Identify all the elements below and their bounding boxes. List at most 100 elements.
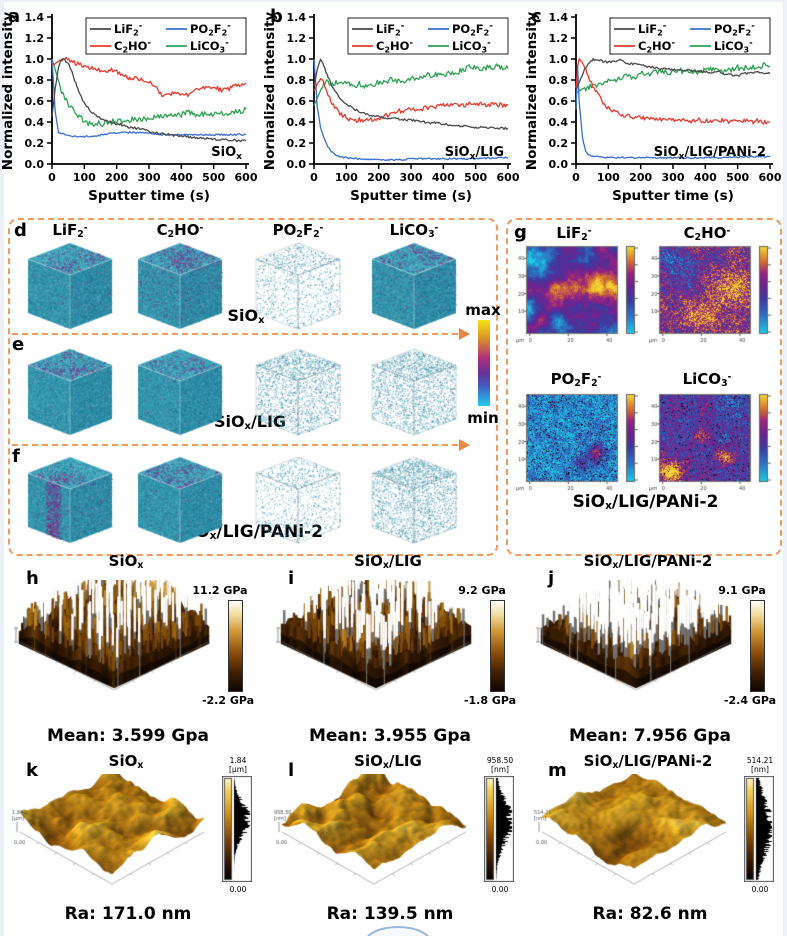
- depth-profile-chart-siox-lig-pani: 0 100 200 300 400 500 600 0.0 0.2 0.4 0.6 0.8 1.0 1.2…: [524, 4, 782, 210]
- svg-text:0: 0: [48, 171, 56, 184]
- panel-letter-d: d: [14, 220, 27, 241]
- afm-topo-cell-k: SiOx k 1.84 [µm] 0.00 Ra: 171.0 nm: [10, 748, 264, 936]
- chart-series: [575, 57, 771, 91]
- afm-modulus-cell-j: SiOx/LIG/PANi-2 j 9.1 GPa -2.4 GPa Mean:…: [532, 552, 786, 752]
- svg-text:1.2: 1.2: [25, 32, 45, 45]
- svg-text:400: 400: [432, 171, 455, 184]
- chart-series: [51, 56, 247, 98]
- map-title-po2f2: PO2F2-: [550, 370, 602, 389]
- sims-cube-e-3: [366, 344, 462, 438]
- svg-text:0: 0: [310, 171, 318, 184]
- svg-text:0.0: 0.0: [549, 158, 569, 171]
- chart-legend-box: [85, 17, 247, 55]
- panel-letter-e: e: [12, 334, 25, 355]
- svg-text:200: 200: [629, 171, 652, 184]
- sims-cube-d-1: [132, 238, 228, 332]
- afm-modulus-surface: [534, 580, 744, 740]
- sims-cube-d-2: [250, 238, 346, 332]
- svg-text:LiCO3-: LiCO3-: [452, 38, 491, 54]
- afm-title: SiOx: [108, 752, 144, 771]
- svg-text:600: 600: [497, 171, 520, 184]
- svg-text:LiF2-: LiF2-: [638, 21, 667, 37]
- afm-topo-surface: [534, 774, 739, 924]
- svg-text:500: 500: [726, 171, 749, 184]
- panel-letter-a: a: [8, 6, 21, 27]
- svg-text:400: 400: [170, 171, 193, 184]
- afm-title: SiOx: [108, 552, 144, 571]
- svg-text:Sputter time (s): Sputter time (s): [612, 188, 734, 204]
- panel-letter-k: k: [26, 760, 38, 781]
- svg-text:0.4: 0.4: [25, 116, 45, 129]
- svg-text:500: 500: [464, 171, 487, 184]
- chart-series: [51, 59, 247, 139]
- svg-text:C2HO-: C2HO-: [114, 38, 151, 54]
- chart-svg-c: 0 100 200 300 400 500 600 0.0 0.2 0.4 0.6 0.8 1.0 1.2…: [524, 11, 782, 204]
- row-separator-arrow-2: [12, 438, 470, 451]
- svg-text:1.4: 1.4: [287, 11, 307, 24]
- svg-text:0.4: 0.4: [549, 116, 569, 129]
- cube-column-title-c2ho: C2HO-: [156, 221, 204, 240]
- mean-modulus-label: Mean: 7.956 Gpa: [568, 726, 732, 746]
- chart-svg-b: 0 100 200 300 400 500 600 0.0 0.2 0.4 0.6 0.8 1.0 1.2…: [262, 11, 520, 204]
- svg-text:600: 600: [759, 171, 782, 184]
- ion-map-lico3: [649, 392, 779, 492]
- svg-text:200: 200: [367, 171, 390, 184]
- modulus-colorbar: [750, 600, 765, 692]
- cbar-unit: [nm]: [751, 765, 769, 774]
- svg-text:SiOx: SiOx: [211, 145, 242, 162]
- cube-column-title-lico3: LiCO3-: [389, 221, 439, 240]
- cbar-max-label: 11.2 GPa: [192, 584, 248, 597]
- svg-text:0.6: 0.6: [25, 95, 45, 108]
- cbar-top-value: 514.21: [746, 756, 774, 765]
- svg-text:Normalized intensity: Normalized intensity: [524, 12, 540, 171]
- svg-text:100: 100: [597, 171, 620, 184]
- svg-text:Normalized intensity: Normalized intensity: [262, 12, 278, 171]
- depth-profile-chart-siox-lig: 0 100 200 300 400 500 600 0.0 0.2 0.4 0.6 0.8 1.0 1.2…: [262, 4, 520, 210]
- cbar-min-label: -2.4 GPa: [723, 694, 777, 707]
- svg-text:SiOx/LIG/PANi-2: SiOx/LIG/PANi-2: [654, 145, 766, 162]
- svg-text:C2HO-: C2HO-: [638, 38, 675, 54]
- arrow-right-icon: [459, 438, 470, 451]
- cbar-min-label: -2.2 GPa: [201, 694, 255, 707]
- chart-series: [575, 62, 771, 94]
- afm-title: SiOx/LIG/PANi-2: [583, 752, 713, 771]
- panel-letter-f: f: [12, 446, 20, 467]
- cbar-max-label: 9.2 GPa: [458, 584, 506, 597]
- mean-modulus-label: Mean: 3.599 Gpa: [46, 726, 210, 746]
- svg-text:SiOx/LIG: SiOx/LIG: [445, 145, 504, 162]
- afm-modulus-cell-i: SiOx/LIG i 9.2 GPa -1.8 GPa Mean: 3.955 …: [272, 552, 526, 752]
- svg-text:LiCO3-: LiCO3-: [190, 38, 229, 54]
- ion-map-c2ho: [649, 244, 779, 344]
- modulus-colorbar: [228, 600, 243, 692]
- cbar-min-label: -1.8 GPa: [463, 694, 517, 707]
- sims-cube-d-0: [22, 238, 118, 332]
- svg-text:0.8: 0.8: [25, 74, 45, 87]
- panel-letter-l: l: [288, 760, 295, 781]
- chart-legend-box: [347, 17, 509, 55]
- svg-text:0.8: 0.8: [287, 74, 307, 87]
- mean-modulus-label: Mean: 3.955 Gpa: [308, 726, 472, 746]
- svg-text:0.2: 0.2: [549, 137, 569, 150]
- panel-letter-c: c: [531, 6, 542, 27]
- sample-label-g: SiOx/LIG/PANi-2: [572, 492, 719, 513]
- svg-text:PO2F2-: PO2F2-: [452, 21, 493, 37]
- afm-title: SiOx/LIG: [354, 552, 422, 571]
- svg-text:1.4: 1.4: [25, 11, 45, 24]
- svg-text:1.2: 1.2: [549, 32, 569, 45]
- afm-title: SiOx/LIG/PANi-2: [583, 552, 713, 571]
- afm-title: SiOx/LIG: [354, 752, 422, 771]
- chart-legend-box: [609, 17, 771, 55]
- panel-letter-b: b: [270, 6, 283, 27]
- svg-text:400: 400: [694, 171, 717, 184]
- svg-text:0.2: 0.2: [25, 137, 45, 150]
- svg-text:PO2F2-: PO2F2-: [190, 21, 231, 37]
- ion-map-po2f2: [516, 392, 646, 492]
- svg-text:500: 500: [202, 171, 225, 184]
- sims-cube-d-3: [366, 238, 462, 332]
- height-colorbar-histogram: [744, 776, 774, 882]
- chart-series: [51, 58, 247, 143]
- svg-text:Normalized intensity: Normalized intensity: [0, 12, 16, 171]
- map-title-lif2: LiF2-: [556, 224, 592, 243]
- afm-modulus-surface: [12, 580, 222, 740]
- cbar-unit: [µm]: [229, 765, 247, 774]
